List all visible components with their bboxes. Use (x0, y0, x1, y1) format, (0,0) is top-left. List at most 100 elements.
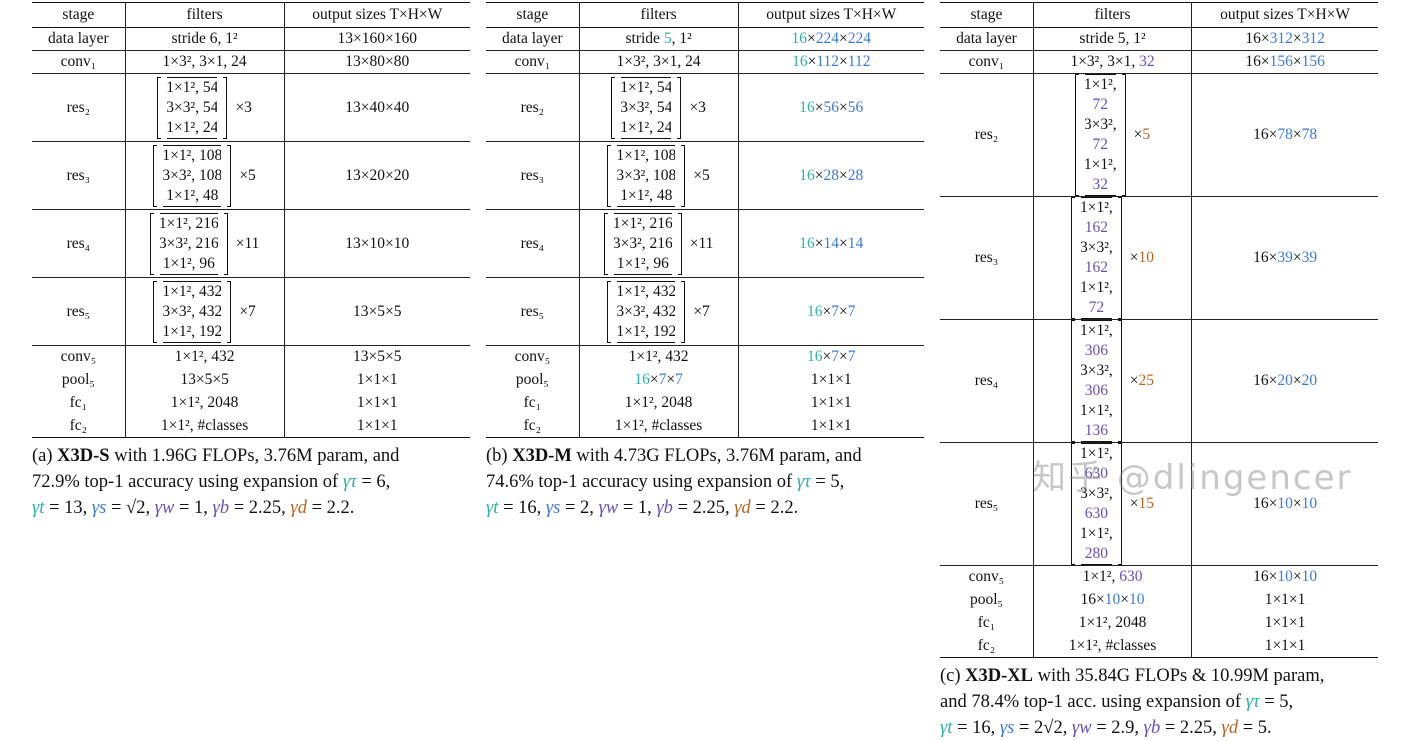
block-line: 3×3², 216 (159, 234, 219, 254)
output-size-cell: 16×28×28 (738, 142, 924, 210)
text-run: = 2.25, (229, 498, 291, 518)
filters-cell: 1×1², 108 3×3², 108 1×1², 48 ×5 (125, 141, 285, 210)
text-run: 1×1², (1080, 199, 1113, 216)
residual-block: 1×1², 108 3×3², 108 1×1², 48 ×5 (607, 144, 710, 207)
table-header-row: stage filters output sizes T×H×W (486, 2, 924, 28)
text-run: × (649, 371, 659, 388)
figure-panels: stage filters output sizes T×H×W data la… (32, 2, 1378, 738)
header-stage: stage (486, 2, 580, 28)
output-size-cell: 16×78×78 (1192, 74, 1378, 197)
block-line: 1×1², 280 (1080, 524, 1113, 564)
text-run: 56 (847, 98, 864, 116)
caption-line: γt = 13, γs = √2, γw = 1, γb = 2.25, γd … (32, 495, 484, 521)
text-run: 162 (1084, 259, 1108, 276)
text-run: ×11 (235, 234, 260, 252)
text-run: 1×1×1 (810, 416, 852, 434)
stage-cell: data layer (940, 27, 1034, 51)
repeat-multiplier: ×5 (693, 167, 710, 185)
stage-cell: res₂ (940, 73, 1034, 197)
table-row: fc₂ 1×1², #classes 1×1×1 (486, 414, 924, 438)
text-run: = 1, (618, 498, 657, 518)
text-run: × (822, 302, 832, 320)
text-run: × (807, 53, 817, 70)
text-run: 1×1×1 (1264, 614, 1306, 631)
block-line: 1×1², 432 (616, 282, 676, 302)
stage-cell: res₄ (32, 209, 126, 278)
text-run: 1×1², 432 (616, 282, 677, 300)
table-row: conv₅ 1×1², 630 16×10×10 (940, 565, 1378, 589)
table-row: conv₅ 1×1², 432 16×7×7 (486, 345, 924, 369)
table-row: fc₁ 1×1², 2048 1×1×1 (940, 611, 1378, 635)
stage-cell: fc₂ (32, 414, 126, 438)
text-run: × (1129, 495, 1139, 512)
block-line: 1×1², 32 (1084, 155, 1117, 195)
stage-cell: pool₅ (940, 588, 1034, 612)
filters-cell: 1×3², 3×1, 24 (579, 50, 739, 74)
text-run: stride 5, 1² (1079, 30, 1146, 47)
text-run: × (839, 53, 848, 70)
text-run: (a) (32, 446, 58, 466)
table-row: data layer stride 6, 1² 13×160×160 (32, 27, 470, 51)
text-run: × (839, 98, 848, 116)
residual-block: 1×1², 72 3×3², 72 1×1², 32 ×5 (1074, 74, 1150, 196)
bracket-matrix: 1×1², 306 3×3², 306 1×1², 136 (1071, 320, 1122, 442)
text-run: 15 (1138, 495, 1155, 512)
table-row: data layer stride 5, 1² 16×224×224 (486, 27, 924, 51)
filters-cell: 16×10×10 (1033, 588, 1193, 612)
text-run: 14 (823, 234, 840, 252)
text-run: ×5 (693, 166, 710, 184)
block-line: 1×1², 108 (162, 146, 222, 166)
stage-cell: pool₅ (32, 368, 126, 392)
text-run: = 5, (810, 472, 845, 492)
bracket-matrix: 1×1², 54 3×3², 54 1×1², 24 (157, 76, 228, 139)
text-run: 1×3², 3×1, 24 (616, 53, 701, 70)
text-run: × (1292, 249, 1302, 266)
text-run: × (814, 98, 824, 116)
text-run: 630 (1084, 505, 1108, 522)
table-row: res₃ 1×1², 108 3×3², 108 1×1², 48 ×5 13×20×20 (32, 141, 470, 210)
text-run: 13×10×10 (345, 234, 410, 252)
text-run: = 6, (356, 472, 391, 492)
text-run: 10 (1277, 568, 1293, 586)
text-run: 156 (1301, 53, 1325, 70)
text-run: 20 (1301, 372, 1318, 389)
text-run: and 78.4% top-1 acc. using expansion of (940, 692, 1246, 712)
text-run: 7 (847, 302, 856, 320)
text-run: 1×1², 216 (612, 214, 673, 232)
text-run: 1×1², 2048 (624, 394, 693, 411)
text-run: × (807, 30, 816, 47)
text-run: 32 (1092, 176, 1109, 193)
table-row: res₅ 1×1², 630 3×3², 630 1×1², 280 ×15 16×10×… (940, 442, 1378, 566)
text-run: with 1.96G FLOPs, 3.76M param, and (109, 446, 400, 466)
panel-x3d-m: stage filters output sizes T×H×W data la… (486, 2, 924, 521)
text-run: 13×40×40 (345, 98, 410, 116)
text-run: 13×160×160 (337, 30, 417, 47)
model-name: X3D-XL (965, 666, 1034, 686)
text-run: 1×1², #classes (160, 416, 249, 434)
text-run: 13×5×5 (353, 302, 402, 320)
stage-cell: fc₁ (32, 391, 126, 415)
text-run: with 35.84G FLOPs & 10.99M param, (1033, 666, 1325, 686)
filters-cell: 1×1², #classes (579, 414, 739, 438)
block-line: 3×3², 108 (162, 166, 222, 186)
output-size-cell: 13×20×20 (284, 142, 470, 210)
residual-block: 1×1², 432 3×3², 432 1×1², 192 ×7 (153, 280, 256, 343)
model-name: X3D-S (57, 446, 110, 466)
header-output-sizes: output sizes T×H×W (1220, 6, 1351, 23)
bracket-matrix: 1×1², 630 3×3², 630 1×1², 280 (1071, 443, 1122, 565)
table-row: pool₅ 16×10×10 1×1×1 (940, 588, 1378, 612)
text-run: 16× (1245, 30, 1270, 47)
text-run: 306 (1084, 382, 1108, 399)
block-line: 1×1², 54 (166, 78, 218, 98)
text-run: 16× (1245, 53, 1270, 70)
text-run: 1×1², 432 (174, 348, 235, 366)
block-line: 3×3², 54 (620, 98, 672, 118)
repeat-multiplier: ×7 (693, 303, 710, 321)
block-line: 3×3², 72 (1084, 115, 1117, 155)
output-size-cell: 16×56×56 (738, 74, 924, 142)
text-run: 72 (1092, 136, 1109, 153)
stage-cell: conv₅ (32, 345, 126, 369)
filters-cell: 1×1², 432 (579, 345, 739, 369)
filters-cell: 1×3², 3×1, 32 (1033, 50, 1193, 74)
text-run: 224 (847, 30, 872, 47)
